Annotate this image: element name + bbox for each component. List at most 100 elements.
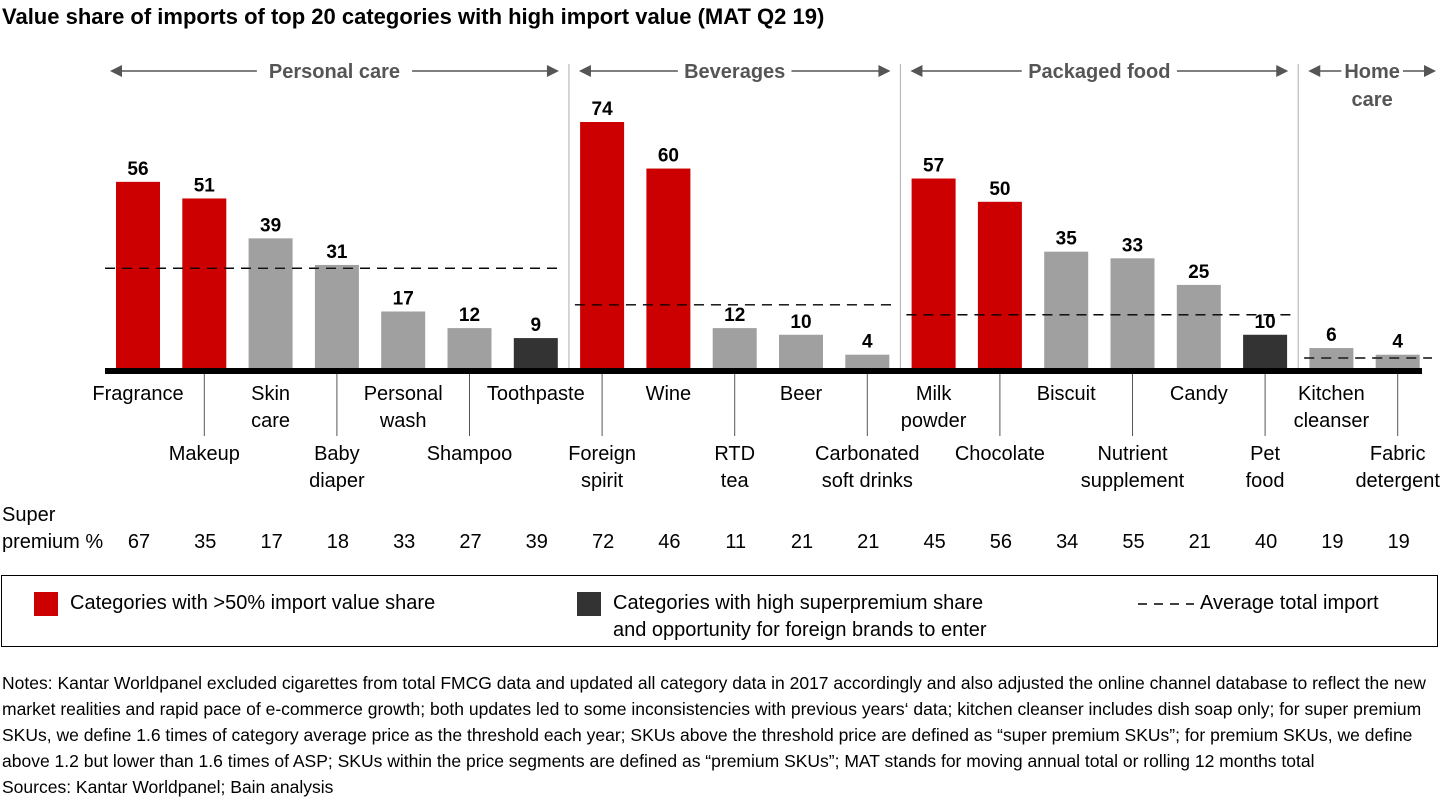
bar (779, 334, 823, 368)
group-label: care (1352, 89, 1393, 111)
category-label: care (251, 410, 290, 432)
arrow-left-icon (1308, 65, 1321, 77)
bar-value-label: 4 (862, 332, 873, 353)
category-label: wash (379, 410, 427, 432)
arrow-left-icon (578, 65, 591, 77)
bar-value-label: 4 (1392, 332, 1403, 353)
super-premium-value: 67 (128, 531, 150, 553)
bar (248, 238, 293, 368)
sources-text: Sources: Kantar Worldpanel; Bain analysi… (2, 777, 334, 797)
super-premium-value: 40 (1255, 531, 1277, 553)
category-label: Candy (1170, 383, 1228, 405)
arrow-right-icon (878, 65, 891, 77)
group-label: Home (1344, 61, 1400, 83)
super-premium-label: premium % (2, 531, 103, 553)
category-label: Makeup (169, 443, 240, 465)
super-premium-value: 33 (393, 531, 415, 553)
category-label: powder (901, 410, 967, 432)
arrow-right-icon (1424, 65, 1436, 77)
category-label: soft drinks (822, 470, 913, 492)
bar-value-label: 12 (459, 305, 480, 326)
bar (977, 201, 1022, 368)
bar-value-label: 74 (592, 99, 614, 120)
legend-text-high-import: Categories with >50% import value share (70, 592, 436, 614)
bar-value-label: 56 (127, 159, 148, 180)
super-premium-value: 27 (459, 531, 481, 553)
bar (911, 178, 956, 368)
arrow-right-icon (546, 65, 559, 77)
bar-value-label: 60 (658, 146, 679, 167)
category-label: Fragrance (92, 383, 183, 405)
category-label: Baby (314, 443, 360, 465)
super-premium-value: 35 (194, 531, 216, 553)
legend-dashed-line-icon (1138, 603, 1194, 605)
x-axis-baseline (105, 368, 1422, 374)
super-premium-value: 19 (1321, 531, 1343, 553)
category-label: Beer (780, 383, 823, 405)
super-premium-value: 46 (658, 531, 680, 553)
bar (116, 181, 160, 368)
bar (845, 354, 890, 368)
category-label: Nutrient (1097, 443, 1167, 465)
category-label: detergent (1355, 470, 1440, 492)
arrow-right-icon (1276, 65, 1289, 77)
bar (447, 328, 492, 368)
bar (381, 311, 426, 368)
category-label: Fabric (1370, 443, 1426, 465)
category-label: Skin (251, 383, 290, 405)
bar-value-label: 9 (531, 315, 542, 336)
legend-item-average: Average total import (1138, 590, 1379, 617)
bar-value-label: 10 (1255, 312, 1276, 333)
super-premium-value: 39 (526, 531, 548, 553)
bar (1243, 334, 1288, 368)
bar (1309, 348, 1354, 368)
bar-value-label: 50 (989, 179, 1010, 200)
super-premium-value: 56 (990, 531, 1012, 553)
super-premium-value: 45 (923, 531, 945, 553)
bar-value-label: 10 (790, 312, 811, 333)
bar-value-label: 57 (923, 156, 944, 177)
bar (1375, 354, 1420, 368)
bar-value-label: 39 (260, 215, 281, 236)
category-label: RTD (714, 443, 755, 465)
super-premium-value: 19 (1388, 531, 1410, 553)
super-premium-value: 21 (857, 531, 879, 553)
super-premium-value: 21 (791, 531, 813, 553)
category-label: Milk (916, 383, 953, 405)
bar (712, 328, 757, 368)
bar (1044, 251, 1089, 368)
legend-swatch-red (34, 592, 58, 616)
category-label: cleanser (1294, 410, 1370, 432)
category-label: diaper (309, 470, 365, 492)
category-label: Chocolate (955, 443, 1045, 465)
group-label: Beverages (684, 61, 785, 83)
super-premium-label: Super (2, 504, 56, 526)
category-label: Foreign (568, 443, 636, 465)
super-premium-value: 34 (1056, 531, 1078, 553)
bar-value-label: 51 (194, 175, 216, 196)
legend-text-opportunity-line2: and opportunity for foreign brands to en… (613, 619, 987, 641)
chart-title: Value share of imports of top 20 categor… (2, 4, 825, 29)
category-label: Toothpaste (487, 383, 585, 405)
bar (580, 122, 625, 368)
bar (1110, 258, 1155, 368)
legend-text-average: Average total import (1200, 592, 1379, 614)
bar (314, 264, 359, 368)
bar-value-label: 25 (1188, 262, 1210, 283)
category-label: Personal (364, 383, 443, 405)
bar-value-label: 31 (326, 242, 348, 263)
bar-value-label: 33 (1122, 235, 1143, 256)
super-premium-value: 11 (725, 531, 746, 553)
legend-text-opportunity: Categories with high superpremium share … (613, 590, 987, 644)
legend-item-opportunity: Categories with high superpremium share … (577, 590, 987, 644)
legend: Categories with >50% import value share … (1, 575, 1438, 647)
group-label: Packaged food (1028, 61, 1170, 83)
bar-value-label: 12 (724, 305, 745, 326)
super-premium-value: 72 (592, 531, 614, 553)
super-premium-value: 18 (327, 531, 349, 553)
bar (646, 168, 691, 368)
category-label: tea (721, 470, 750, 492)
bar (513, 338, 558, 368)
bar-value-label: 6 (1326, 325, 1337, 346)
bar-value-label: 35 (1056, 229, 1078, 250)
